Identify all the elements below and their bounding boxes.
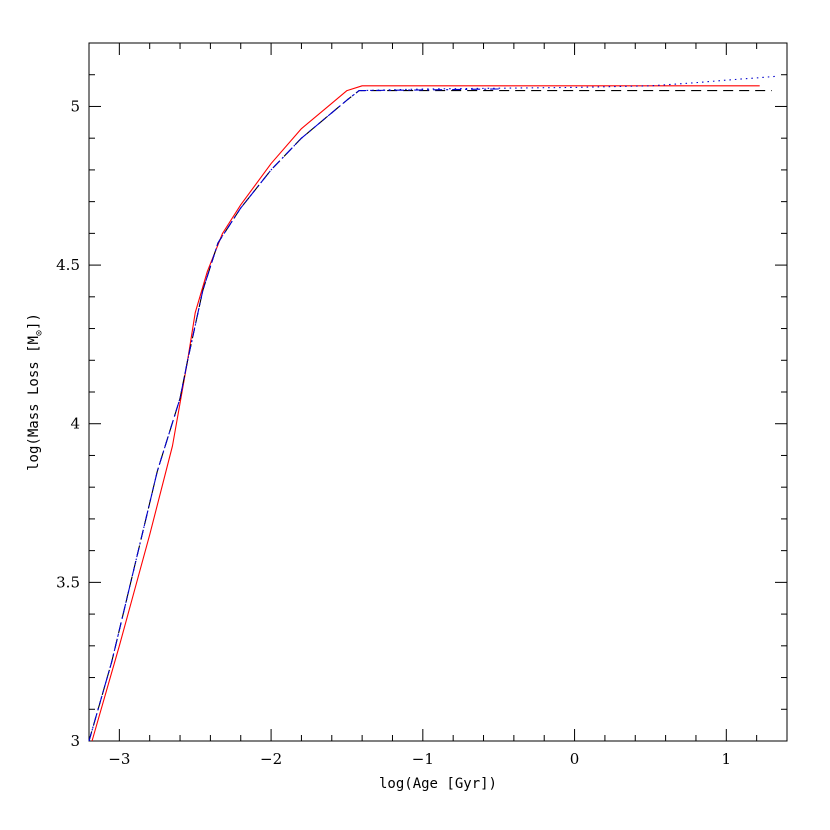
x-tick-label: −3 (108, 750, 130, 768)
x-axis-label: log(Age [Gyr]) (379, 776, 497, 792)
y-axis-label-prefix: log(Mass Loss [M (26, 336, 42, 471)
series-line-dotted (88, 75, 777, 742)
major-ticks (89, 43, 787, 742)
y-axis-label-solar-symbol: ⊙ (34, 330, 45, 336)
y-tick-label: 3 (70, 732, 80, 750)
y-axis-label: log(Mass Loss [M⊙]) (26, 313, 45, 471)
y-tick-label: 4 (70, 415, 80, 433)
x-tick-labels: −3 −2 −1 0 1 (108, 750, 731, 768)
y-tick-labels: 3 3.5 4 4.5 5 (56, 97, 80, 750)
series-line-solid (91, 85, 760, 742)
series-line-dashed (88, 90, 772, 742)
series-line-dashdot (88, 88, 499, 742)
x-tick-label: −1 (412, 750, 434, 768)
y-tick-label: 5 (70, 97, 80, 115)
plot-frame (88, 42, 788, 742)
x-tick-label: 1 (722, 750, 732, 768)
x-tick-label: 0 (570, 750, 580, 768)
y-axis-label-suffix: ]) (26, 313, 42, 330)
y-tick-label: 3.5 (56, 573, 80, 591)
y-tick-label: 4.5 (56, 256, 80, 274)
series-lines (88, 75, 777, 742)
minor-ticks (88, 42, 788, 741)
x-tick-label: −2 (260, 750, 282, 768)
